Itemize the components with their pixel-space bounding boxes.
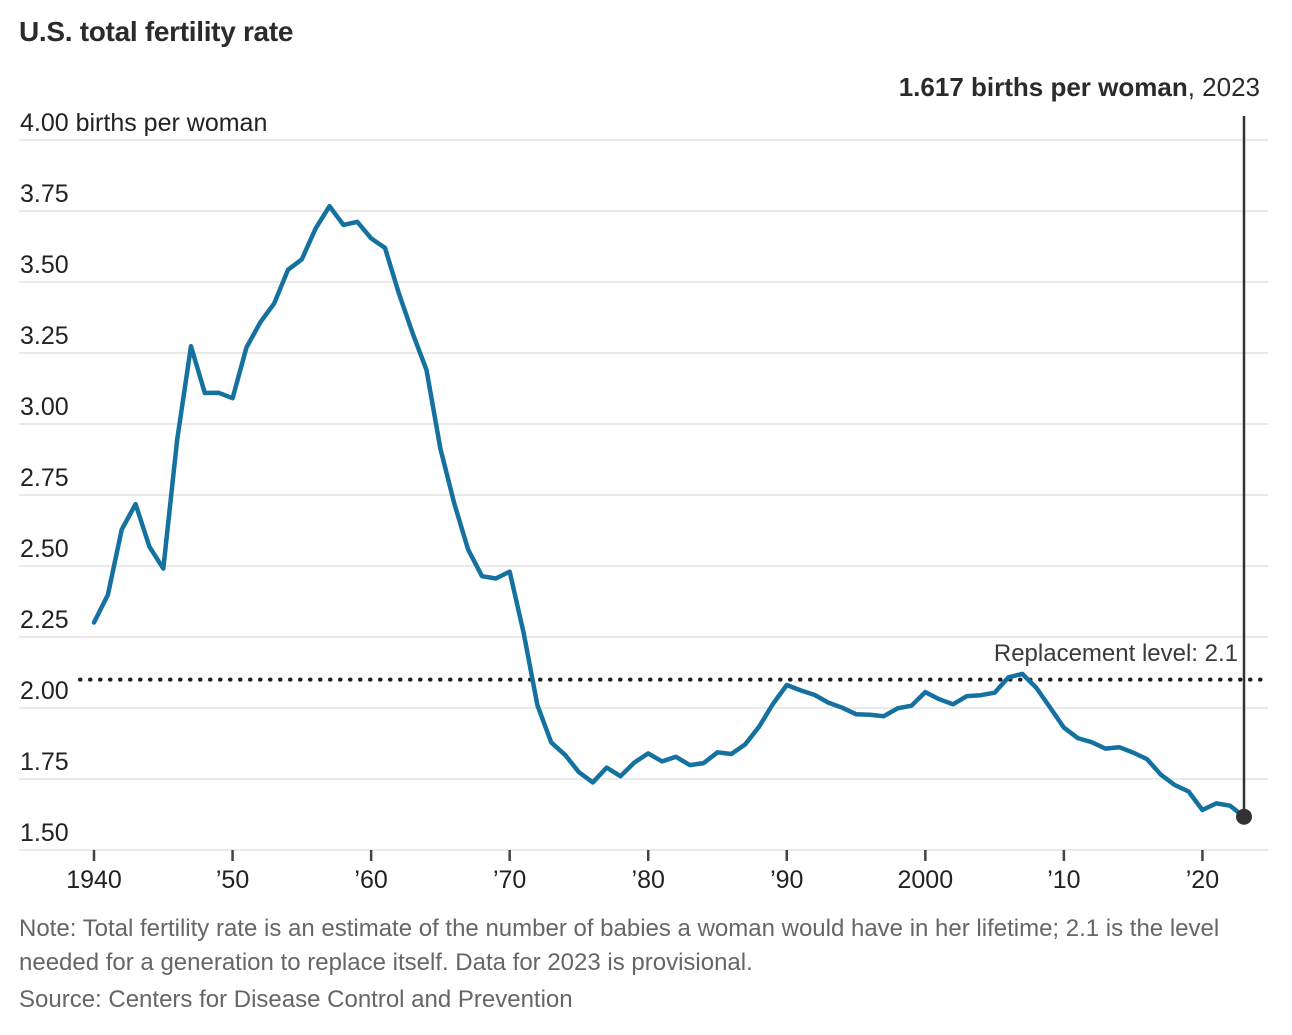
x-tick-label: 2000 [898, 866, 954, 894]
chart-title: U.S. total fertility rate [19, 16, 294, 47]
endpoint-annotation-value: 1.617 births per woman [898, 72, 1188, 102]
y-tick-label: 2.50 [20, 535, 69, 563]
y-tick-label: 3.00 [20, 393, 69, 421]
y-tick-label: 1.50 [20, 819, 69, 847]
fertility-line [91, 203, 1247, 820]
chart-note: Note: Total fertility rate is an estimat… [19, 915, 1220, 976]
endpoint-annotation: 1.617 births per woman, 2023 [899, 72, 1260, 103]
x-tick-label: 1940 [66, 866, 122, 894]
y-tick-label: 3.25 [20, 322, 69, 350]
y-tick-label: 2.00 [20, 677, 69, 705]
x-tick-label: ’60 [354, 866, 387, 894]
replacement-level-label: Replacement level: 2.1 [993, 640, 1238, 667]
y-tick-label: 3.50 [20, 251, 69, 279]
x-tick-label: ’10 [1047, 866, 1080, 894]
endpoint-dot [1236, 808, 1252, 825]
chart-footer: Note: Total fertility rate is an estimat… [19, 912, 1264, 1017]
x-tick-label: ’20 [1186, 866, 1219, 894]
endpoint-annotation-year: , 2023 [1187, 72, 1260, 102]
x-tick-label: ’90 [770, 866, 803, 894]
y-tick-label: 2.75 [20, 464, 69, 492]
x-tick-label: ’80 [632, 866, 665, 894]
chart-source: Source: Centers for Disease Control and … [19, 986, 573, 1013]
x-tick-label: ’70 [493, 866, 526, 894]
x-tick-label: ’50 [216, 866, 249, 894]
y-tick-label: 1.75 [20, 748, 69, 776]
y-tick-label: 2.25 [20, 606, 69, 634]
y-tick-label: 4.00 births per woman [20, 109, 267, 137]
y-tick-label: 3.75 [20, 180, 69, 208]
